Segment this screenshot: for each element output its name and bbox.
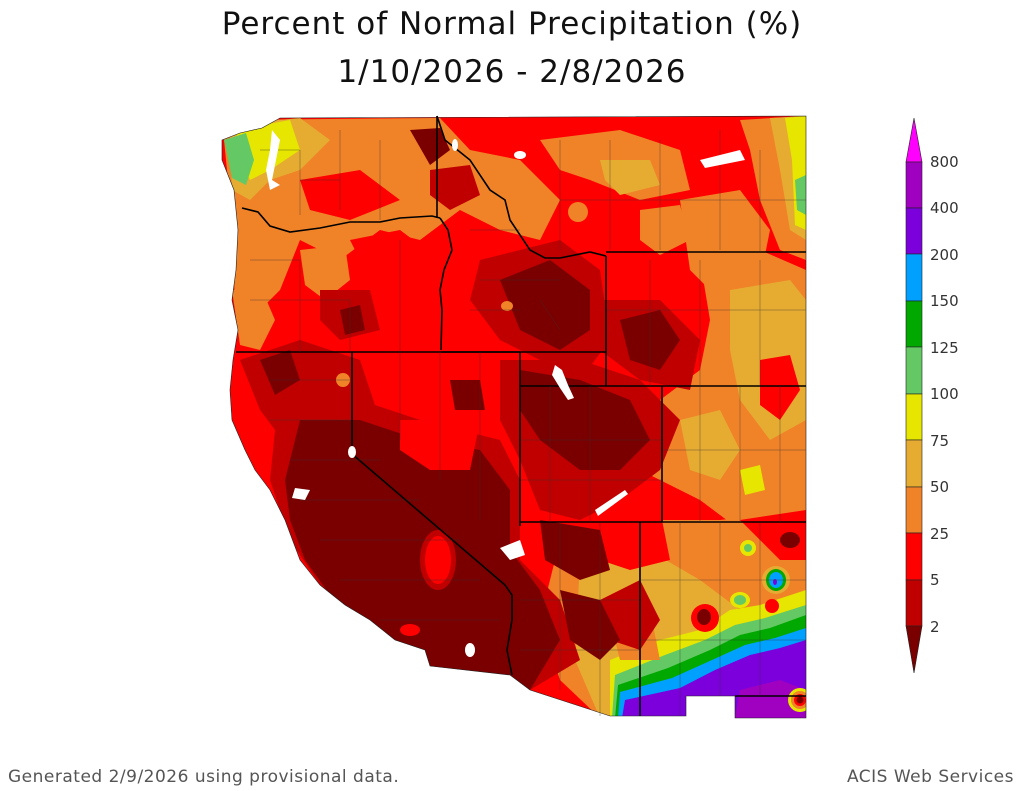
legend-tick: 5 <box>930 571 940 589</box>
state-borders <box>236 115 806 716</box>
county-lines <box>250 130 806 716</box>
coastline <box>221 115 807 719</box>
legend-tick: 50 <box>930 478 950 496</box>
legend-tick: 150 <box>930 292 959 310</box>
legend-tick: 2 <box>930 618 940 636</box>
legend-colorbar <box>905 117 923 674</box>
source-credit: ACIS Web Services <box>846 767 1014 787</box>
map-title: Percent of Normal Precipitation (%) <box>221 6 803 42</box>
legend-tick: 200 <box>930 246 959 264</box>
legend-tick: 800 <box>930 153 959 171</box>
generated-note: Generated 2/9/2026 using provisional dat… <box>8 767 400 787</box>
legend-tick: 100 <box>930 385 959 403</box>
map-fill <box>222 116 806 718</box>
water-bodies <box>266 130 745 657</box>
legend-tick: 75 <box>930 432 950 450</box>
legend-tick: 25 <box>930 525 950 543</box>
legend-tick: 400 <box>930 199 959 217</box>
date-range: 1/10/2026 - 2/8/2026 <box>337 54 687 90</box>
legend-tick: 125 <box>930 339 959 357</box>
